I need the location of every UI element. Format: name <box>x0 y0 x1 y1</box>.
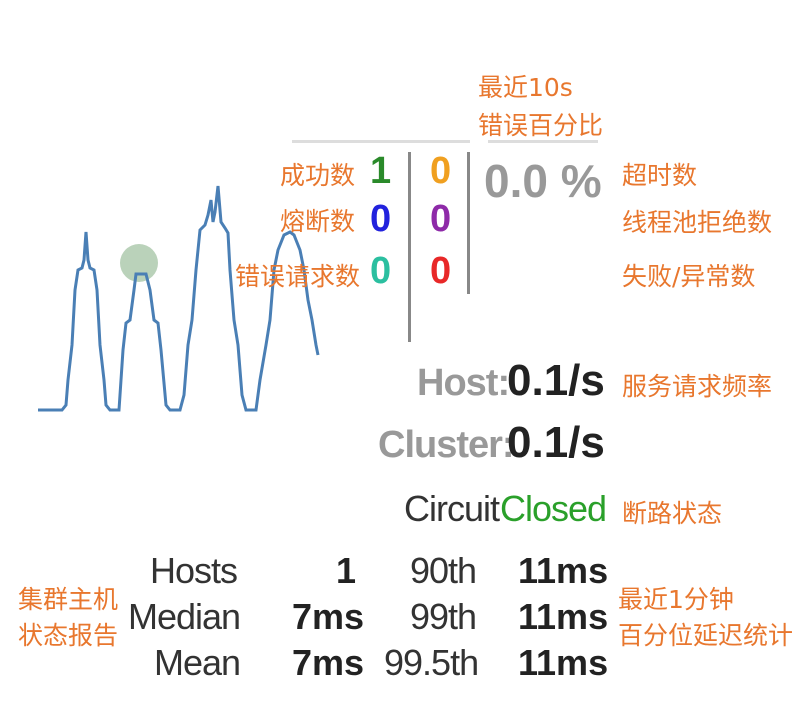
host-rate-label: Host: <box>417 362 510 404</box>
median-value: 7ms <box>292 596 365 637</box>
p99-value: 11ms <box>518 596 609 637</box>
short-circuited-count: 0 <box>370 198 392 240</box>
p90-label: 90th <box>410 550 477 591</box>
request-rate-annotation: 服务请求频率 <box>622 372 773 401</box>
header-line-left <box>292 140 470 143</box>
error-percentage: 0.0 % <box>484 155 602 207</box>
cluster-status-annotation-line2: 状态报告 <box>18 621 119 650</box>
mean-label: Mean <box>154 642 241 683</box>
host-rate-value: 0.1/s <box>507 356 605 405</box>
short-circuited-annotation: 熔断数 <box>280 207 356 236</box>
cluster-rate-label: Cluster: <box>378 424 515 466</box>
bad-request-annotation: 错误请求数 <box>235 262 361 291</box>
circuit-label: Circuit <box>404 488 500 529</box>
latency-annotation-line2: 百分位延迟统计 <box>618 621 794 650</box>
error-pct-annotation-line2: 错误百分比 <box>478 111 604 140</box>
success-annotation: 成功数 <box>280 161 356 190</box>
cluster-status-annotation-line1: 集群主机 <box>18 585 119 614</box>
counter-divider-left <box>408 152 411 342</box>
p90-value: 11ms <box>518 550 609 591</box>
p99-label: 99th <box>410 596 477 637</box>
failure-count: 0 <box>430 250 452 292</box>
median-label: Median <box>128 596 241 637</box>
request-rate-sparkline <box>38 185 320 412</box>
latency-annotation-line1: 最近1分钟 <box>618 585 734 614</box>
timeout-count: 0 <box>430 150 452 192</box>
timeout-annotation: 超时数 <box>622 161 698 190</box>
hosts-value: 1 <box>336 550 357 591</box>
failure-annotation: 失败/异常数 <box>622 262 756 291</box>
cluster-rate-value: 0.1/s <box>507 418 605 467</box>
p995-value: 11ms <box>518 642 609 683</box>
threadpool-rejected-annotation: 线程池拒绝数 <box>622 208 773 237</box>
mean-value: 7ms <box>292 642 365 683</box>
hosts-label: Hosts <box>150 550 238 591</box>
counter-divider-right <box>467 152 470 294</box>
success-count: 1 <box>370 150 392 192</box>
p995-label: 99.5th <box>384 642 479 683</box>
bad-request-count: 0 <box>370 250 392 292</box>
sparkline-line <box>38 185 320 412</box>
circuit-status: Closed <box>500 488 607 529</box>
health-circle <box>120 244 158 282</box>
header-line-right <box>488 140 598 143</box>
circuit-status-annotation: 断路状态 <box>622 499 723 528</box>
threadpool-rejected-count: 0 <box>430 198 452 240</box>
error-pct-annotation-line1: 最近10s <box>478 73 573 102</box>
